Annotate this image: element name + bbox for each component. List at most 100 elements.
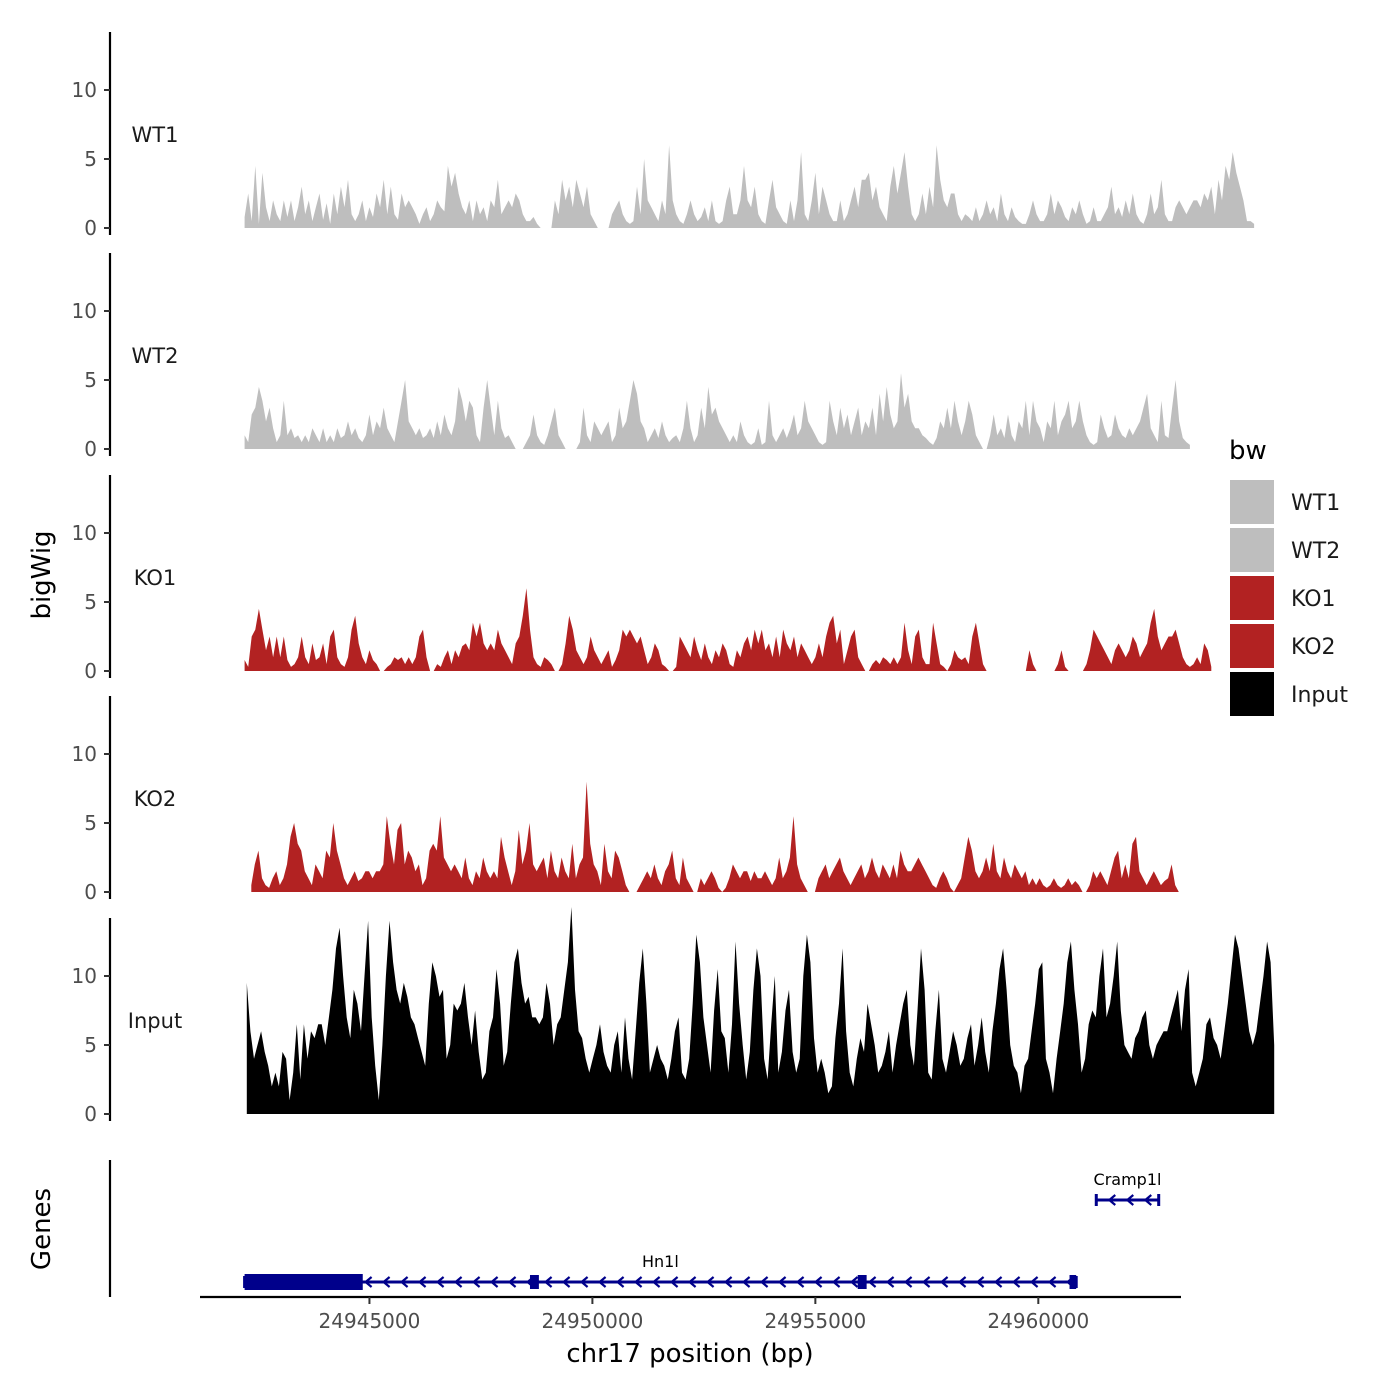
strand-arrow (669, 1276, 679, 1288)
legend-item-ko2: KO2 (1230, 624, 1336, 668)
strand-arrow (363, 1276, 373, 1288)
track-input: 0 5 10 Input (72, 907, 1275, 1126)
strand-arrow (417, 1276, 427, 1288)
strand-arrow (1107, 1194, 1116, 1206)
y-tick-label: 5 (84, 1033, 97, 1057)
y-tick-label: 10 (72, 521, 97, 545)
strand-arrow (399, 1276, 409, 1288)
y-tick-label: 10 (72, 742, 97, 766)
gene-exon (1069, 1275, 1077, 1289)
strand-arrow (1125, 1194, 1134, 1206)
y-tick-label: 10 (72, 964, 97, 988)
legend-item-input: Input (1230, 672, 1348, 716)
legend-item-ko1: KO1 (1230, 576, 1336, 620)
y-tick-label: 10 (72, 299, 97, 323)
x-axis-title: chr17 position (bp) (566, 1339, 813, 1369)
strand-arrow (813, 1276, 823, 1288)
x-tick-label: 24960000 (987, 1309, 1089, 1333)
legend-title: bw (1229, 436, 1267, 466)
legend-item-wt1: WT1 (1230, 480, 1340, 524)
strand-arrow (741, 1276, 751, 1288)
legend-swatch (1230, 672, 1274, 716)
gene-exon (857, 1275, 867, 1289)
strand-arrow (579, 1276, 589, 1288)
gene-annotation-track: Hn1l Cramp1l (108, 1160, 1162, 1297)
strand-arrow (903, 1276, 913, 1288)
signal-area-ko1 (244, 588, 1212, 671)
x-tick-label: 24955000 (764, 1309, 866, 1333)
strand-arrow (723, 1276, 733, 1288)
legend-swatch (1230, 528, 1274, 572)
signal-area-ko2 (251, 781, 1183, 892)
signal-area-wt1 (244, 145, 1255, 228)
strand-arrow (831, 1276, 841, 1288)
legend: bw WT1 WT2 KO1 KO2 Input (1229, 436, 1348, 716)
strand-arrow (939, 1276, 949, 1288)
strand-arrow (597, 1276, 607, 1288)
strand-arrow (1047, 1276, 1057, 1288)
strand-arrow (993, 1276, 1003, 1288)
y-tick-label: 0 (84, 1102, 97, 1126)
gene-hn1l: Hn1l (243, 1252, 1078, 1290)
gene-exon (529, 1275, 539, 1289)
strand-arrow (867, 1276, 877, 1288)
gene-cramp1l: Cramp1l (1094, 1170, 1162, 1206)
strand-arrow (615, 1276, 625, 1288)
y-tick-label: 0 (84, 880, 97, 904)
legend-label: WT2 (1291, 539, 1340, 564)
strand-arrow (705, 1276, 715, 1288)
strand-arrow (957, 1276, 967, 1288)
strand-arrow (507, 1276, 517, 1288)
track-wt1: 0 5 10 WT1 (72, 32, 1255, 240)
track-label: Input (128, 1009, 182, 1033)
y-tick-label: 5 (84, 147, 97, 171)
track-label: WT1 (132, 123, 179, 147)
track-wt2: 0 5 10 WT2 (72, 253, 1190, 461)
strand-arrow (777, 1276, 787, 1288)
strand-arrow (1143, 1194, 1152, 1206)
strand-arrow (489, 1276, 499, 1288)
strand-arrow (543, 1276, 553, 1288)
strand-arrow (633, 1276, 643, 1288)
track-label: KO1 (134, 566, 177, 590)
track-ko1: 0 5 10 KO1 (72, 475, 1212, 683)
strand-arrow (453, 1276, 463, 1288)
legend-swatch (1230, 624, 1274, 668)
track-ko2: 0 5 10 KO2 (72, 696, 1183, 904)
legend-label: KO1 (1291, 587, 1336, 612)
strand-arrow (921, 1276, 931, 1288)
y-tick-label: 5 (84, 368, 97, 392)
gene-exon (244, 1274, 363, 1290)
legend-label: KO2 (1291, 635, 1336, 660)
x-axis: 24945000 24950000 24955000 24960000 (200, 1295, 1181, 1333)
strand-arrow (849, 1276, 859, 1288)
signal-area-input (246, 907, 1275, 1114)
x-tick-label: 24950000 (542, 1309, 644, 1333)
strand-arrow (975, 1276, 985, 1288)
y-axis-title: bigWig (27, 530, 57, 619)
y-tick-label: 5 (84, 590, 97, 614)
track-label: WT2 (132, 344, 179, 368)
genes-axis-title: Genes (27, 1188, 57, 1270)
legend-swatch (1230, 576, 1274, 620)
strand-arrow (687, 1276, 697, 1288)
legend-label: WT1 (1291, 491, 1340, 516)
gene-label: Hn1l (642, 1252, 679, 1271)
signal-area-wt2 (244, 373, 1190, 449)
strand-arrow (885, 1276, 895, 1288)
strand-arrow (1011, 1276, 1021, 1288)
y-tick-label: 0 (84, 216, 97, 240)
strand-arrow (381, 1276, 391, 1288)
track-label: KO2 (134, 787, 177, 811)
strand-arrow (651, 1276, 661, 1288)
gene-label: Cramp1l (1094, 1170, 1162, 1189)
strand-arrow (795, 1276, 805, 1288)
strand-arrow (561, 1276, 571, 1288)
y-tick-label: 0 (84, 437, 97, 461)
signal-tracks: 0 5 10 WT1 0 5 10 WT2 0 5 10 KO1 0 5 10 KO2 0 5 10 Input (72, 32, 1275, 1126)
strand-arrow (471, 1276, 481, 1288)
strand-arrow (1029, 1276, 1039, 1288)
y-tick-label: 0 (84, 659, 97, 683)
legend-label: Input (1291, 683, 1348, 708)
